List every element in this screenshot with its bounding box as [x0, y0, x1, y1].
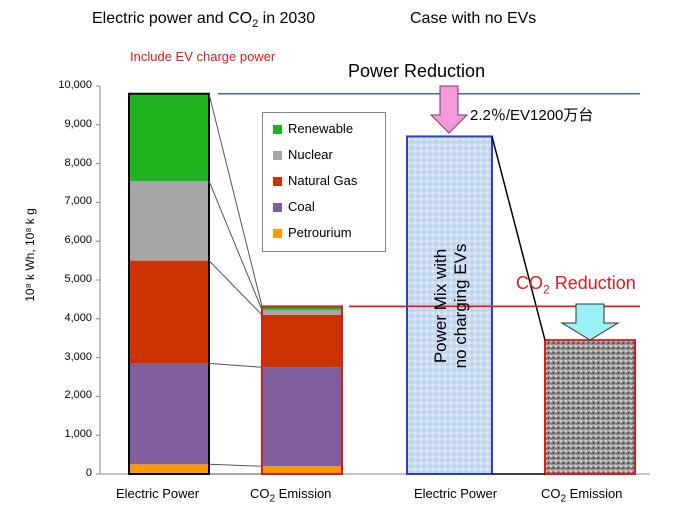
- connector-line: [208, 260, 263, 316]
- legend-item: Petrourium: [273, 225, 352, 241]
- y-tick-label: 3,000: [64, 350, 92, 363]
- x-label-co2-text-2: CO: [541, 486, 561, 501]
- connector-line: [208, 463, 263, 467]
- x-label-co2-suffix-2: Emission: [566, 486, 623, 501]
- y-tick-label: 1,000: [64, 428, 92, 441]
- ev-note: Include EV charge power: [130, 49, 276, 64]
- x-label-electric-power-2: Electric Power: [414, 486, 498, 501]
- legend-swatch: [273, 177, 282, 187]
- bar-segment-nuclear: [262, 309, 342, 315]
- case-label: Case with no EVs: [410, 10, 537, 27]
- legend-label: Nuclear: [288, 147, 333, 162]
- legend-swatch: [273, 151, 282, 161]
- bar-segment-natural-gas: [262, 314, 342, 368]
- bar-outline: [128, 92, 210, 475]
- x-label-co2-emission-1: CO2 Emission: [250, 486, 331, 505]
- connector-line: [208, 93, 263, 307]
- chart-title: Electric power and CO2 in 2030: [92, 10, 315, 30]
- legend-label: Petrourium: [288, 225, 352, 240]
- power-mix-label: Power Mix with no charging EVs: [431, 221, 473, 391]
- co2-reduction-label: CO2 Reduction: [516, 273, 636, 297]
- legend-swatch: [273, 229, 282, 239]
- y-tick-label: 6,000: [64, 234, 92, 247]
- y-tick-label: 10,000: [58, 79, 92, 91]
- title-year: in 2030: [258, 10, 316, 27]
- x-label-electric-power-1: Electric Power: [116, 486, 200, 501]
- y-axis-label: 10⁸ k Wh, 10⁸ k g: [23, 208, 37, 302]
- connector-line: [208, 362, 263, 368]
- x-label-co2-text-1: CO: [250, 486, 270, 501]
- bar-co2-no-ev: [544, 339, 636, 476]
- power-mix-line2: no charging EVs: [451, 243, 470, 369]
- rate-label: 2.2％/EV1200万台: [470, 107, 594, 124]
- x-label-co2-sub-1: 2: [269, 493, 276, 505]
- y-tick-label: 0: [85, 467, 92, 479]
- y-tick-label: 9,000: [64, 117, 92, 130]
- bar-segment-renewable: [129, 93, 209, 182]
- co2-reduction-suffix: Reduction: [549, 273, 636, 293]
- y-tick-label: 4,000: [64, 311, 92, 324]
- y-tick-label: 2,000: [64, 389, 92, 402]
- power-mix-line1: Power Mix with: [431, 248, 450, 364]
- title-text: Electric power and CO: [92, 10, 253, 27]
- connector-line: [491, 136, 546, 341]
- co2-reduction-subscript: 2: [543, 282, 550, 297]
- co2-reduction-text: CO: [516, 273, 543, 293]
- bar-segment-natural-gas: [129, 260, 209, 364]
- overlay-layer: [218, 85, 640, 341]
- bar-segment-petrourium: [262, 466, 342, 474]
- legend-label: Coal: [288, 199, 315, 214]
- legend: Renewable Nuclear Natural Gas Coal Petrouriu…: [262, 112, 386, 252]
- bar-segment-coal: [262, 367, 342, 467]
- bar-outline: [261, 305, 343, 475]
- x-label-co2-emission-2: CO2 Emission: [541, 486, 622, 505]
- power-reduction-label: Power Reduction: [348, 61, 486, 81]
- y-tick-label: 7,000: [64, 195, 92, 208]
- bar-segment-coal: [129, 363, 209, 465]
- bar-segment-petrourium: [129, 464, 209, 474]
- legend-item: Renewable: [273, 121, 353, 137]
- legend-swatch: [273, 203, 282, 213]
- title-subscript: 2: [252, 18, 259, 31]
- bar-segment-renewable: [262, 306, 342, 310]
- bar-power-mix: [406, 135, 493, 475]
- legend-item: Coal: [273, 199, 315, 215]
- y-tick-label: 8,000: [64, 156, 92, 169]
- x-label-co2-sub-2: 2: [560, 493, 567, 505]
- legend-item: Natural Gas: [273, 173, 357, 189]
- connector-line: [208, 180, 263, 311]
- x-label-co2-suffix-1: Emission: [275, 486, 332, 501]
- legend-label: Renewable: [288, 121, 354, 136]
- co2-reduction-arrow: [560, 303, 620, 341]
- legend-item: Nuclear: [273, 147, 333, 163]
- bars-layer: [128, 92, 636, 476]
- legend-label: Natural Gas: [288, 173, 358, 188]
- legend-swatch: [273, 125, 282, 135]
- power-reduction-arrow: [429, 85, 469, 134]
- bar-segment-nuclear: [129, 181, 209, 261]
- y-tick-label: 5,000: [64, 273, 92, 285]
